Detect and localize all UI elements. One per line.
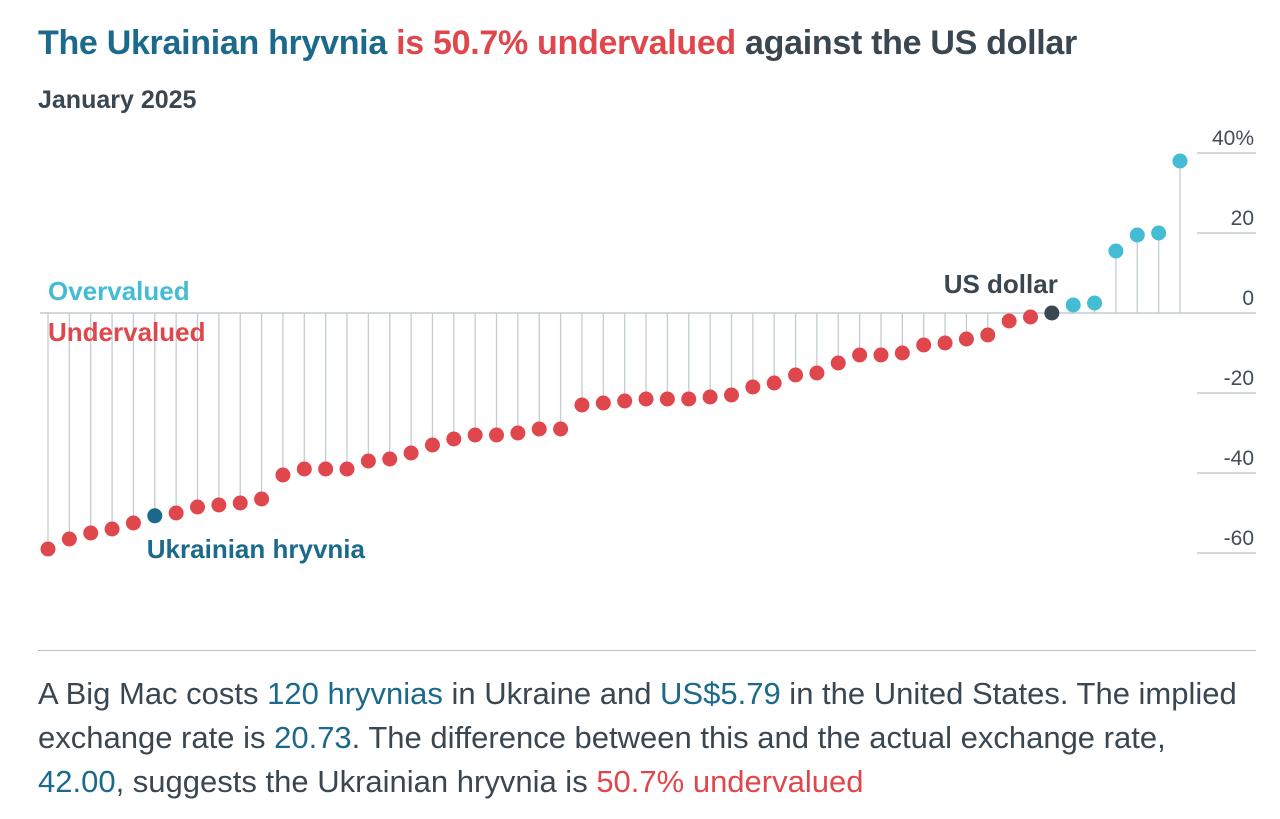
- undervalued-dot: [766, 375, 782, 391]
- undervalued-dot: [852, 347, 868, 363]
- undervalued-dot: [1022, 309, 1038, 325]
- overvalued-dot: [1087, 295, 1103, 311]
- overvalued-label: Overvalued: [48, 276, 190, 306]
- undervalued-dot: [553, 421, 569, 437]
- undervalued-dot: [296, 461, 312, 477]
- overvalued-dot: [1172, 153, 1188, 169]
- chart-caption: A Big Mac costs 120 hryvnias in Ukraine …: [38, 672, 1248, 804]
- undervalued-dot: [190, 499, 206, 515]
- us-dollar-label: US dollar: [944, 269, 1058, 299]
- y-tick-label: -20: [1224, 367, 1254, 390]
- undervalued-dot: [61, 531, 77, 547]
- y-tick-label: 40%: [1212, 127, 1254, 150]
- undervalued-dot: [467, 427, 483, 443]
- caption-actual-rate: 42.00: [38, 764, 116, 799]
- undervalued-dot: [382, 451, 398, 467]
- us-dollar-dot: [1044, 305, 1060, 321]
- undervalued-dot: [339, 461, 355, 477]
- y-tick-label: -40: [1224, 447, 1254, 470]
- undervalued-dot: [510, 425, 526, 441]
- caption-text-2: in Ukraine and: [442, 676, 661, 711]
- undervalued-dot: [958, 331, 974, 347]
- undervalued-dot: [702, 389, 718, 405]
- lollipop-chart: 40% 20 0 -20 -40 -60 Overvalued Undervalued US d…: [40, 127, 1256, 564]
- caption-implied-rate: 20.73: [274, 720, 352, 755]
- undervalued-dot: [980, 327, 996, 343]
- undervalued-dot: [574, 397, 590, 413]
- undervalued-dot: [254, 491, 270, 507]
- undervalued-dot: [809, 365, 825, 381]
- undervalued-label: Undervalued: [48, 317, 206, 347]
- undervalued-dot: [873, 347, 889, 363]
- caption-price-us: US$5.79: [660, 676, 781, 711]
- caption-undervaluation: 50.7% undervalued: [596, 764, 864, 799]
- undervalued-dot: [489, 427, 505, 443]
- caption-text-1: A Big Mac costs: [38, 676, 268, 711]
- y-tick-label: 0: [1242, 287, 1254, 310]
- undervalued-dot: [788, 367, 804, 383]
- undervalued-dot: [595, 395, 611, 411]
- undervalued-dot: [617, 393, 633, 409]
- undervalued-dot: [275, 467, 291, 483]
- undervalued-dot: [446, 431, 462, 447]
- caption-text-4: . The difference between this and the ac…: [351, 720, 1166, 755]
- undervalued-dot: [745, 379, 761, 395]
- undervalued-dot: [168, 505, 184, 521]
- chart-subtitle: January 2025: [38, 86, 197, 114]
- hryvnia-label: Ukrainian hryvnia: [147, 534, 366, 564]
- overvalued-dot: [1151, 225, 1167, 241]
- undervalued-dot: [830, 355, 846, 371]
- caption-price-local: 120 hryvnias: [267, 676, 443, 711]
- title-rest: against the US dollar: [735, 24, 1077, 62]
- undervalued-dot: [916, 337, 932, 353]
- undervalued-dot: [318, 461, 334, 477]
- caption-text-5: , suggests the Ukrainian hryvnia is: [115, 764, 597, 799]
- undervalued-dot: [232, 495, 248, 511]
- undervalued-dot: [125, 515, 141, 531]
- y-tick-label: 20: [1231, 207, 1254, 230]
- title-currency: The Ukrainian hryvnia: [38, 24, 387, 62]
- caption-text-3: in the United States. The implied exchan…: [38, 676, 1237, 755]
- undervalued-dot: [424, 437, 440, 453]
- y-tick-label: -60: [1224, 527, 1254, 550]
- undervalued-dot: [104, 521, 120, 537]
- undervalued-dot: [638, 391, 654, 407]
- chart-title: The Ukrainian hryvnia is 50.7% undervalu…: [38, 24, 1077, 63]
- overvalued-dot: [1065, 297, 1081, 313]
- undervalued-dot: [531, 421, 547, 437]
- hryvnia-dot: [147, 508, 163, 524]
- title-valuation: is 50.7% undervalued: [386, 24, 736, 62]
- undervalued-dot: [937, 335, 953, 351]
- undervalued-dot: [659, 391, 675, 407]
- undervalued-dot: [681, 391, 697, 407]
- undervalued-dot: [360, 453, 376, 469]
- undervalued-dot: [40, 541, 56, 557]
- caption-divider: [38, 650, 1256, 651]
- undervalued-dot: [1001, 313, 1017, 329]
- undervalued-dot: [403, 445, 419, 461]
- undervalued-dot: [723, 387, 739, 403]
- overvalued-dot: [1129, 227, 1145, 243]
- undervalued-dot: [894, 345, 910, 361]
- undervalued-dot: [83, 525, 99, 541]
- undervalued-dot: [211, 497, 227, 513]
- overvalued-dot: [1108, 243, 1124, 259]
